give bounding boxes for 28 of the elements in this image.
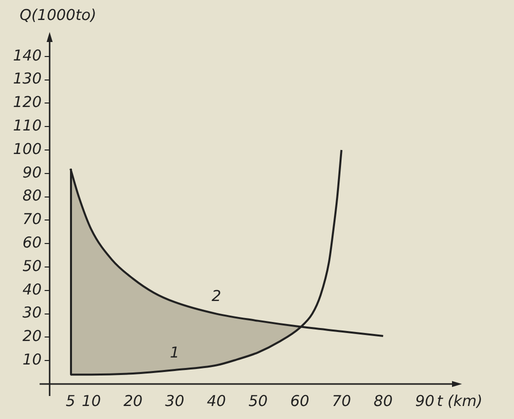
y-axis-title: Q(1000to) <box>20 6 96 24</box>
x-tick-label: 30 <box>165 392 184 410</box>
x-axis-title: t (km) <box>436 392 482 410</box>
x-tick-label: 50 <box>248 392 268 410</box>
y-tick-label: 60 <box>22 233 42 252</box>
y-tick-label: 120 <box>12 93 42 112</box>
y-tick-label: 20 <box>22 327 42 346</box>
y-tick-label: 70 <box>22 210 42 228</box>
y-tick-label: 100 <box>12 140 42 158</box>
x-tick-label: 60 <box>290 392 310 410</box>
series-label: 1 <box>170 343 180 362</box>
y-tick-label: 30 <box>22 304 42 322</box>
x-tick-label: 5 <box>66 392 76 410</box>
x-tick-label: 10 <box>82 392 101 410</box>
x-tick-label: 70 <box>332 392 351 410</box>
y-tick-label: 50 <box>22 256 42 275</box>
x-tick-label: 20 <box>123 392 143 410</box>
y-tick-label: 40 <box>22 280 42 298</box>
x-tick-label: 90 <box>415 392 434 410</box>
series-label: 2 <box>212 287 222 306</box>
y-tick-label: 130 <box>12 70 42 88</box>
y-tick-label: 110 <box>12 116 42 134</box>
y-tick-label: 140 <box>12 46 42 64</box>
y-tick-label: 80 <box>22 186 42 205</box>
y-tick-label: 10 <box>22 350 42 368</box>
y-tick-label: 90 <box>22 163 42 182</box>
x-tick-label: 40 <box>206 392 226 410</box>
x-tick-label: 80 <box>374 392 393 410</box>
